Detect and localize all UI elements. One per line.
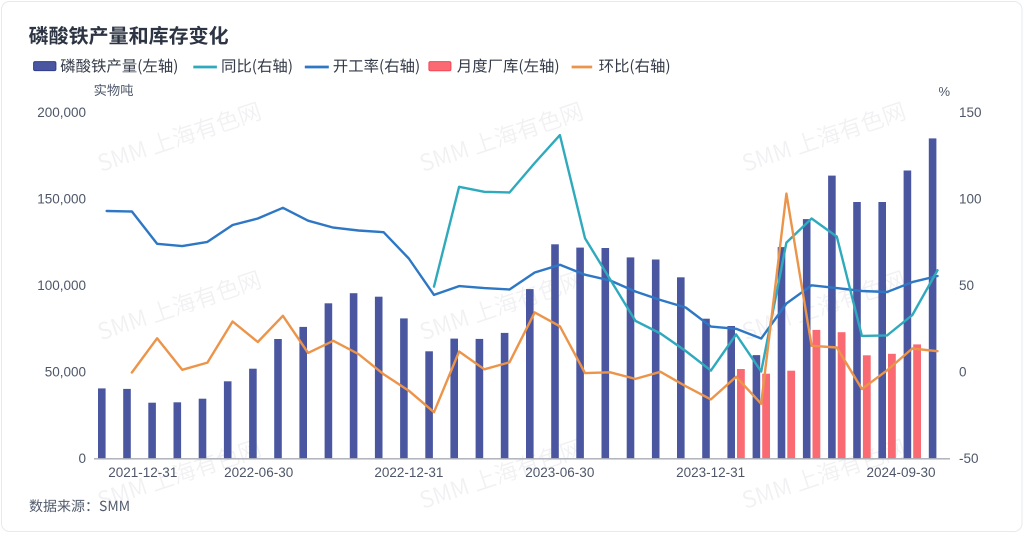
svg-text:0: 0 <box>959 365 967 380</box>
svg-text:%: % <box>939 84 951 99</box>
svg-text:2022-12-31: 2022-12-31 <box>374 465 443 480</box>
svg-text:-50: -50 <box>959 451 979 466</box>
svg-text:50: 50 <box>959 278 974 293</box>
svg-text:150: 150 <box>959 105 982 120</box>
svg-text:50,000: 50,000 <box>45 364 86 379</box>
svg-text:2023-06-30: 2023-06-30 <box>525 465 594 480</box>
svg-text:2024-09-30: 2024-09-30 <box>866 465 935 480</box>
svg-text:200,000: 200,000 <box>37 105 86 120</box>
svg-text:0: 0 <box>78 451 86 466</box>
svg-text:2023-12-31: 2023-12-31 <box>676 465 745 480</box>
svg-text:100: 100 <box>959 192 982 207</box>
svg-text:2022-06-30: 2022-06-30 <box>224 465 293 480</box>
svg-text:100,000: 100,000 <box>37 278 86 293</box>
svg-text:2021-12-31: 2021-12-31 <box>108 465 177 480</box>
svg-text:150,000: 150,000 <box>37 191 86 206</box>
